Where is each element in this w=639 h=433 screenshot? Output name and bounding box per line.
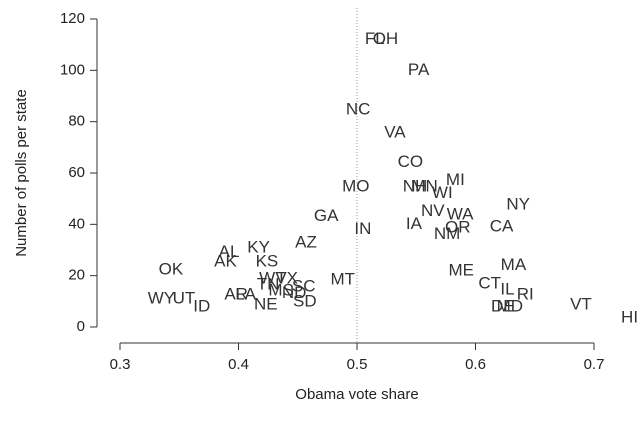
state-point: IL <box>500 280 514 299</box>
y-tick-label: 120 <box>60 10 85 27</box>
state-point: UT <box>173 289 196 308</box>
state-point: SC <box>292 276 316 295</box>
state-point: WY <box>148 289 175 308</box>
state-point: WI <box>432 183 453 202</box>
state-point: TN <box>257 274 280 293</box>
state-point: AR <box>224 284 248 303</box>
state-point: TX <box>276 268 298 287</box>
state-point: KS <box>256 252 279 271</box>
state-point: SD <box>293 292 317 311</box>
state-point: ID <box>193 296 210 315</box>
state-point: AL <box>219 242 240 261</box>
state-point: FL <box>365 29 385 48</box>
state-point: LA <box>235 284 256 303</box>
state-point: NY <box>506 195 530 214</box>
y-tick-label: 60 <box>68 164 85 181</box>
x-tick-label: 0.7 <box>584 356 605 373</box>
y-tick-label: 20 <box>68 267 85 284</box>
state-point: MN <box>411 177 437 196</box>
x-tick-label: 0.3 <box>110 356 131 373</box>
state-point: MD <box>497 296 523 315</box>
y-tick-label: 100 <box>60 61 85 78</box>
state-point: IN <box>354 219 371 238</box>
state-point: DE <box>491 296 515 315</box>
state-point: OH <box>373 29 399 48</box>
state-point: AK <box>214 252 237 271</box>
state-point: NE <box>254 294 278 313</box>
state-point: MS <box>268 281 294 300</box>
state-point: NH <box>403 177 428 196</box>
state-point: AZ <box>295 233 317 252</box>
state-point: CO <box>398 152 424 171</box>
x-tick-label: 0.6 <box>465 356 486 373</box>
y-tick-label: 80 <box>68 113 85 130</box>
x-tick-label: 0.4 <box>228 356 249 373</box>
state-point: WA <box>447 205 474 224</box>
state-point: MI <box>446 170 465 189</box>
state-point: MA <box>501 255 527 274</box>
state-point: NC <box>346 100 371 119</box>
state-point: PA <box>408 60 430 79</box>
state-point: CT <box>478 274 501 293</box>
state-point: IA <box>406 214 423 233</box>
state-point: MO <box>342 177 369 196</box>
state-point: WV <box>259 268 287 287</box>
state-point: NV <box>421 201 445 220</box>
state-point: VA <box>384 123 406 142</box>
x-axis-label: Obama vote share <box>295 386 418 403</box>
state-point: MT <box>331 270 356 289</box>
state-point: HI <box>621 308 638 327</box>
state-point: OK <box>159 260 184 279</box>
state-point: RI <box>517 284 534 303</box>
state-point: NM <box>434 224 460 243</box>
state-point: ND <box>282 283 307 302</box>
y-tick-label: 0 <box>77 318 85 335</box>
state-point: GA <box>314 206 339 225</box>
y-axis-label: Number of polls per state <box>13 89 30 257</box>
state-point: KY <box>247 237 270 256</box>
state-point: CA <box>490 216 514 235</box>
state-point: OR <box>445 218 471 237</box>
x-tick-label: 0.5 <box>347 356 368 373</box>
state-point: VT <box>570 294 592 313</box>
state-point: ME <box>449 261 475 280</box>
y-tick-label: 40 <box>68 215 85 232</box>
